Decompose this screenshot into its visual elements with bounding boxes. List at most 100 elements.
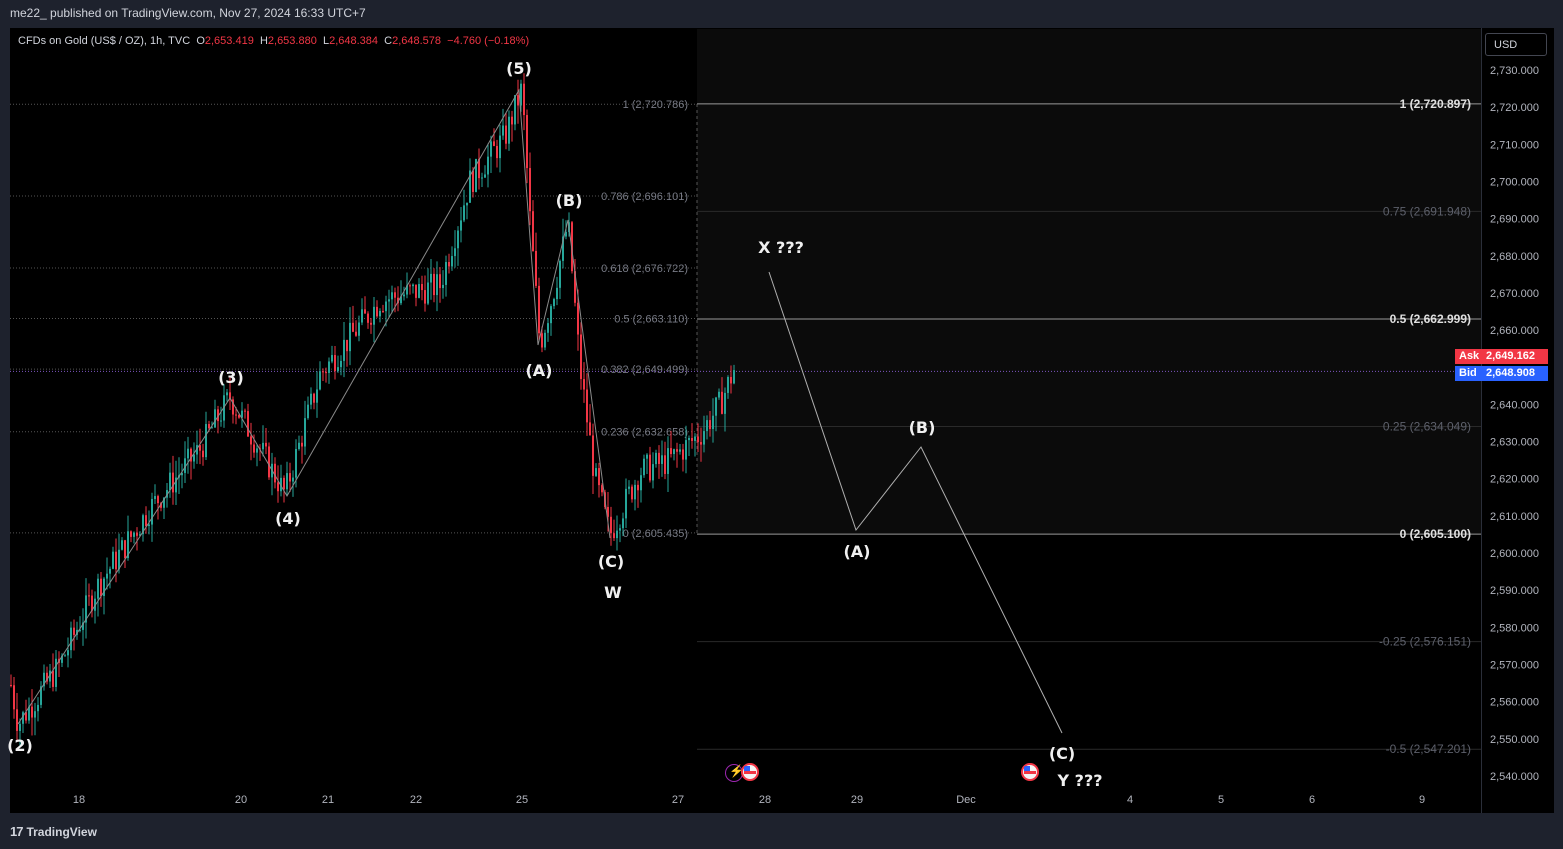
fib-right-label: 0.5 (2,662.999) xyxy=(1390,312,1471,326)
candle xyxy=(376,300,378,318)
time-tick-label: 22 xyxy=(410,794,422,806)
candle xyxy=(79,616,81,633)
candle xyxy=(343,322,345,378)
wave-label: W xyxy=(604,583,622,602)
candle xyxy=(247,403,249,438)
candle-body xyxy=(250,436,252,445)
symbol-name[interactable]: CFDs on Gold (US$ / OZ), 1h, TVC xyxy=(18,35,191,47)
candle xyxy=(280,464,282,497)
candle xyxy=(103,576,105,615)
candle-body xyxy=(220,420,222,422)
candle xyxy=(493,128,495,147)
candle xyxy=(331,345,333,364)
candle xyxy=(448,253,450,274)
candle xyxy=(238,414,240,419)
ask-label: Ask xyxy=(1455,349,1482,364)
candle-body xyxy=(64,655,66,657)
candle-body xyxy=(733,370,735,384)
candle xyxy=(121,537,123,551)
candle-body xyxy=(466,202,468,206)
candle xyxy=(400,280,402,306)
candle-body xyxy=(298,442,300,450)
candle xyxy=(352,305,354,333)
candle xyxy=(304,400,306,455)
candle-body xyxy=(280,477,282,492)
candle xyxy=(385,295,387,327)
candle-body xyxy=(637,484,639,491)
candle-body xyxy=(388,299,390,302)
candle xyxy=(337,355,339,373)
candle-body xyxy=(649,454,651,481)
candle-body xyxy=(406,285,408,295)
candle-body xyxy=(703,431,705,445)
candle-body xyxy=(415,284,417,298)
candle-body xyxy=(394,292,396,298)
candle xyxy=(490,135,492,174)
candle xyxy=(244,408,246,419)
candle-body xyxy=(28,706,30,721)
candle-body xyxy=(688,437,690,441)
candle xyxy=(553,297,555,310)
candle xyxy=(457,226,459,266)
candle-body xyxy=(109,568,111,574)
candle-body xyxy=(508,116,510,144)
candle xyxy=(298,435,300,451)
candle-body xyxy=(190,448,192,462)
candle-body xyxy=(10,684,12,686)
candle xyxy=(463,189,465,223)
candle xyxy=(136,527,138,551)
candle-body xyxy=(412,284,414,287)
candle xyxy=(502,108,504,140)
us-flag-icon[interactable] xyxy=(741,763,759,781)
candle-body xyxy=(340,360,342,368)
candle-body xyxy=(409,285,411,287)
candle-body xyxy=(73,627,75,635)
candle xyxy=(676,442,678,468)
candle-body xyxy=(712,415,714,430)
candle xyxy=(88,583,90,606)
tradingview-logo[interactable]: 17 TradingView xyxy=(10,824,97,839)
candle xyxy=(481,172,483,187)
candle xyxy=(697,423,699,453)
price-tick-label: 2,710.000 xyxy=(1490,139,1539,151)
candle-body xyxy=(652,464,654,481)
candle xyxy=(91,589,93,618)
candle xyxy=(640,467,642,503)
candle xyxy=(220,406,222,427)
low-value: 2,648.384 xyxy=(329,35,379,47)
currency-button[interactable]: USD xyxy=(1485,33,1547,56)
symbol-legend[interactable]: CFDs on Gold (US$ / OZ), 1h, TVC O2,653.… xyxy=(18,35,529,47)
wave-label: (3) xyxy=(218,368,244,387)
candle xyxy=(55,650,57,692)
candle-body xyxy=(658,452,660,464)
candle-body xyxy=(526,115,528,169)
event-lightning-icon[interactable]: ⚡ xyxy=(725,764,744,782)
candle-body xyxy=(379,310,381,317)
candles-group xyxy=(10,73,735,746)
candle-body xyxy=(274,463,276,483)
candle-body xyxy=(172,472,174,493)
candle-body xyxy=(364,309,366,314)
candle xyxy=(328,357,330,384)
us-flag-icon[interactable] xyxy=(1021,763,1039,781)
candle-body xyxy=(586,389,588,423)
candle-body xyxy=(265,442,267,447)
candle xyxy=(232,396,234,424)
candle-body xyxy=(640,475,642,491)
fib-right-label: 0.75 (2,691.948) xyxy=(1383,204,1471,218)
candle-body xyxy=(112,551,114,569)
candle-body xyxy=(427,282,429,304)
candle-body xyxy=(580,334,582,380)
fib-left-label: 0.382 (2,649.499) xyxy=(601,364,688,376)
candle xyxy=(670,430,672,458)
candle-body xyxy=(31,706,33,718)
candle-body xyxy=(460,220,462,231)
candle-body xyxy=(682,449,684,460)
candle-body xyxy=(496,145,498,159)
price-tick-label: 2,540.000 xyxy=(1490,771,1539,783)
price-axis[interactable] xyxy=(1481,28,1554,813)
candle-body xyxy=(301,442,303,447)
candle-body xyxy=(316,389,318,403)
candle-body xyxy=(262,442,264,450)
